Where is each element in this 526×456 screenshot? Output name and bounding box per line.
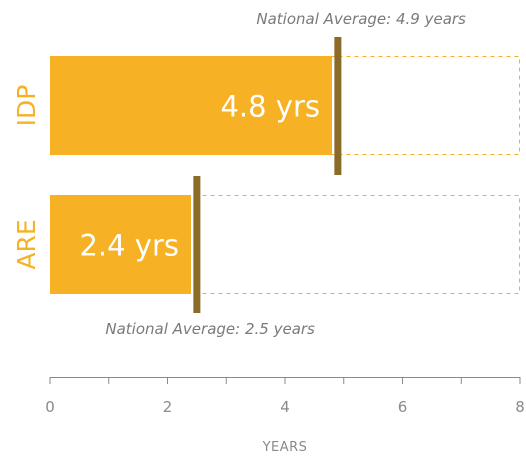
data-label-are: 2.4 yrs bbox=[79, 229, 179, 263]
x-axis-title: YEARS bbox=[262, 440, 308, 455]
bar-are bbox=[50, 195, 191, 294]
reference-annotation-idp: National Average: 4.9 years bbox=[256, 10, 466, 28]
reference-line-idp bbox=[334, 37, 342, 175]
data-label-idp: 4.8 yrs bbox=[220, 90, 320, 124]
reference-annotation-are: National Average: 2.5 years bbox=[105, 320, 315, 338]
x-tick-label: 8 bbox=[515, 398, 525, 416]
x-tick-label: 6 bbox=[398, 398, 408, 416]
category-label-are: ARE bbox=[12, 219, 41, 269]
x-tick-label: 4 bbox=[280, 398, 290, 416]
reference-line-are bbox=[193, 176, 201, 313]
bar-track-are bbox=[50, 195, 520, 294]
category-label-idp: IDP bbox=[12, 85, 41, 127]
x-tick-label: 2 bbox=[163, 398, 173, 416]
bar-idp bbox=[50, 56, 332, 155]
x-tick-label: 0 bbox=[45, 398, 55, 416]
